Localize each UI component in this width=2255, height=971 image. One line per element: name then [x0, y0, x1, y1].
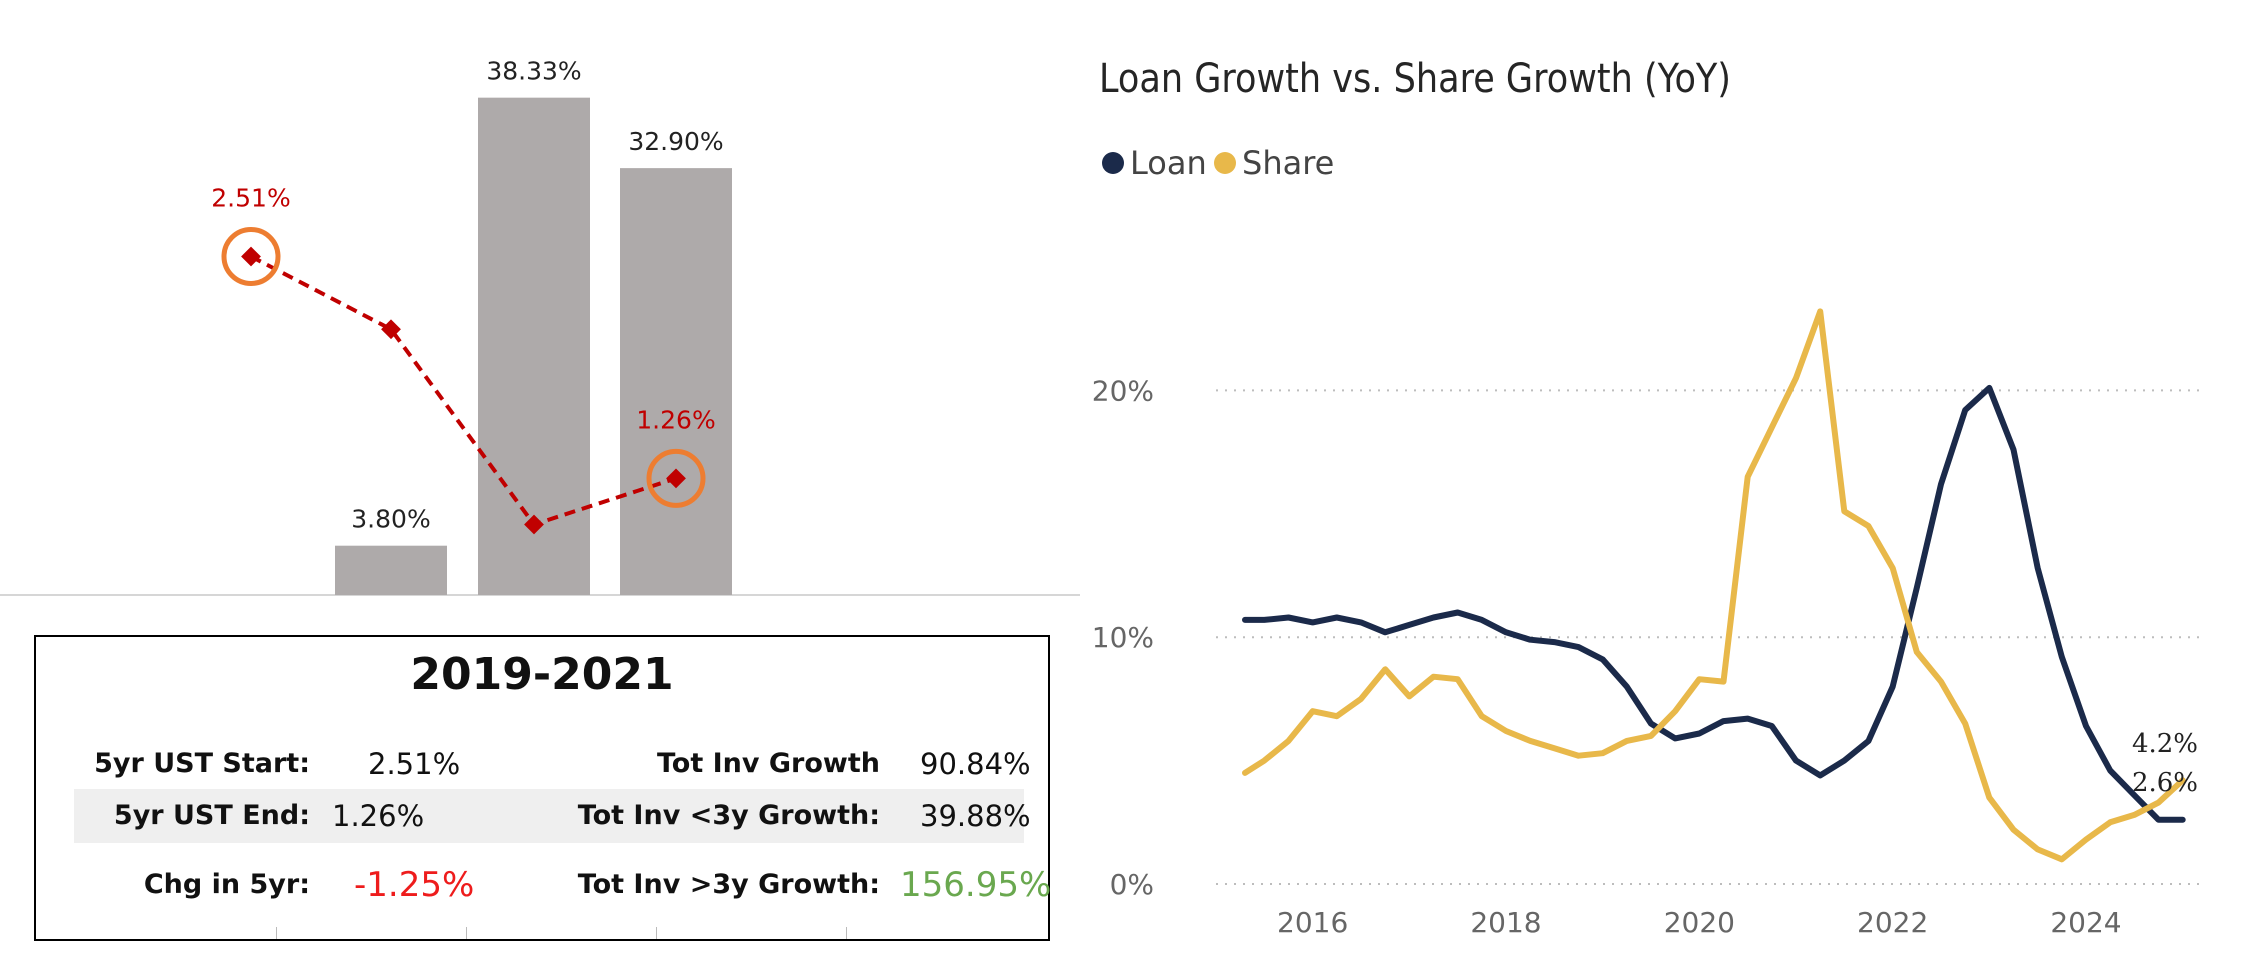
bar	[335, 545, 447, 595]
bar-data-label: 32.90%	[628, 127, 723, 156]
ust-data-label: 1.26%	[636, 405, 715, 434]
tot-inv-growth-label: Tot Inv Growth	[656, 748, 880, 779]
legend-label: Share	[1242, 144, 1334, 182]
ust-start-label: 5yr UST Start:	[94, 748, 310, 779]
y-tick-label: 10%	[1092, 621, 1154, 654]
stats-row-ust-start: 5yr UST Start: 2.51% Tot Inv Growth 90.8…	[74, 737, 1030, 791]
highlight-ring	[221, 226, 281, 286]
ust-start-value: 2.51%	[368, 747, 461, 781]
ust-point-marker	[381, 319, 401, 340]
ust-data-label: 2.51%	[211, 183, 290, 212]
stats-title: 2019-2021	[410, 649, 674, 700]
chart-title: Loan Growth vs. Share Growth (YoY)	[1099, 56, 1731, 102]
bar-data-label: 3.80%	[351, 505, 430, 534]
legend-marker	[1214, 152, 1236, 174]
ust-point-marker	[524, 514, 544, 535]
column-divider-tick	[276, 927, 277, 939]
tot-inv-lt3y-label: Tot Inv <3y Growth:	[577, 800, 880, 831]
chg-5yr-label: Chg in 5yr:	[143, 869, 310, 900]
ust-point-marker	[666, 468, 686, 489]
bar	[620, 168, 732, 595]
legend-label: Loan	[1130, 144, 1207, 182]
end-label-share: 4.2%	[2132, 729, 2198, 759]
tot-inv-growth-value: 90.84%	[920, 747, 1031, 781]
ust-point-marker	[241, 246, 261, 267]
series-line-share	[1242, 308, 2186, 863]
column-divider-tick	[846, 927, 847, 939]
chg-5yr-value: -1.25%	[354, 865, 475, 905]
end-label-loan: 2.6%	[2132, 768, 2198, 798]
x-tick-label: 2018	[1470, 906, 1541, 939]
stats-panel: 2019-2021 5yr UST Start: 2.51% Tot Inv G…	[34, 635, 1051, 941]
ust-end-label: 5yr UST End:	[113, 800, 310, 831]
column-divider-tick	[466, 927, 467, 939]
x-tick-label: 2024	[2050, 906, 2121, 939]
tot-inv-gt3y-label: Tot Inv >3y Growth:	[577, 869, 880, 900]
y-tick-label: 20%	[1092, 374, 1154, 407]
x-tick-label: 2022	[1857, 906, 1928, 939]
x-tick-label: 2016	[1277, 906, 1348, 939]
stats-row-chg: Chg in 5yr: -1.25% Tot Inv >3y Growth: 1…	[74, 858, 1051, 912]
highlight-ring	[646, 448, 706, 508]
tot-inv-lt3y-value: 39.88%	[920, 799, 1031, 833]
x-tick-label: 2020	[1664, 906, 1735, 939]
tot-inv-gt3y-value: 156.95%	[900, 865, 1052, 905]
legend-marker	[1102, 152, 1124, 174]
series-line-loan	[1242, 384, 2186, 823]
bar-data-label: 38.33%	[486, 57, 581, 86]
left-combo-chart: 3.80% 38.33% 32.90% 2.51% 1.26%	[0, 57, 1080, 596]
y-tick-label: 0%	[1110, 868, 1154, 901]
ust-dashed-line	[250, 254, 677, 527]
ust-end-value: 1.26%	[332, 799, 425, 833]
stats-row-ust-end: 5yr UST End: 1.26% Tot Inv <3y Growth: 3…	[74, 789, 1031, 843]
column-divider-tick	[656, 927, 657, 939]
